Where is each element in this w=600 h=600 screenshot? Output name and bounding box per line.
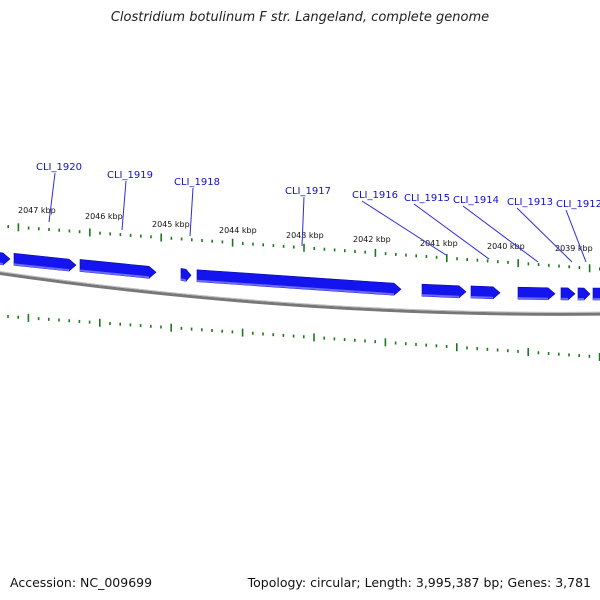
gene-arrow-shade [422,294,459,298]
gene-arrow [0,252,11,266]
gene-label[interactable]: CLI_1915 [404,193,450,204]
gene-label[interactable]: CLI_1916 [352,190,398,201]
gene-leader-line [462,205,539,263]
gene-label[interactable]: CLI_1914 [453,195,499,206]
gene-arrow-shade [578,297,584,300]
genome-summary-text: Topology: circular; Length: 3,995,387 bp… [247,575,591,590]
gene-arrow-shade [471,295,493,299]
kbp-label: 2044 kbp [219,226,257,235]
gene-arrow [470,285,501,300]
gene-arrow [79,259,157,279]
gene-leader-line [48,172,56,223]
gene-label[interactable]: CLI_1917 [285,186,331,197]
gene-leader-line [121,180,127,231]
inner-tick-ring [7,313,600,361]
kbp-label: 2040 kbp [487,242,525,251]
gene-arrow-shade [518,297,548,300]
genome-backbone [0,271,600,316]
gene-leader-line [361,200,447,256]
kbp-label: 2043 kbp [286,231,324,240]
gene-arrow-shade [181,278,186,282]
kbp-scale-labels: 2047 kbp 2046 kbp 2045 kbp 2044 kbp 2043 kbp… [18,206,593,253]
gene-arrow [577,287,591,301]
gene-arrow-shade [14,263,69,272]
kbp-label: 2045 kbp [152,220,190,229]
gene-arrow [421,283,467,299]
gene-arrow-shade [593,297,600,300]
kbp-label: 2039 kbp [555,244,593,253]
kbp-label: 2042 kbp [353,235,391,244]
gene-label[interactable]: CLI_1919 [107,170,153,181]
kbp-label: 2041 kbp [420,239,458,248]
gene-labels: CLI_1920 CLI_1919 CLI_1918 CLI_1917 CLI_1916… [36,162,600,210]
gene-label[interactable]: CLI_1913 [507,197,553,208]
map-title: Clostridium botulinum F str. Langeland, … [110,10,490,25]
gene-leader-line [413,203,490,260]
accession-text: Accession: NC_009699 [10,575,153,590]
gene-label[interactable]: CLI_1912 [556,199,600,210]
gene-leader-line [189,187,194,237]
gene-leader-line [565,209,587,263]
gene-leader-line [301,196,305,247]
kbp-label: 2046 kbp [85,212,123,221]
gene-label[interactable]: CLI_1918 [174,177,220,188]
gene-track [0,252,600,301]
gene-arrow-shade [80,269,149,279]
genome-backbone-highlight [0,270,600,313]
gene-arrow-shade [197,279,394,296]
gene-leader-line [516,207,573,263]
gene-arrow-shade [561,297,568,300]
kbp-label: 2047 kbp [18,206,56,215]
gene-leader-lines [48,172,587,263]
gene-arrow-shade [0,262,3,265]
gene-label[interactable]: CLI_1920 [36,162,82,173]
